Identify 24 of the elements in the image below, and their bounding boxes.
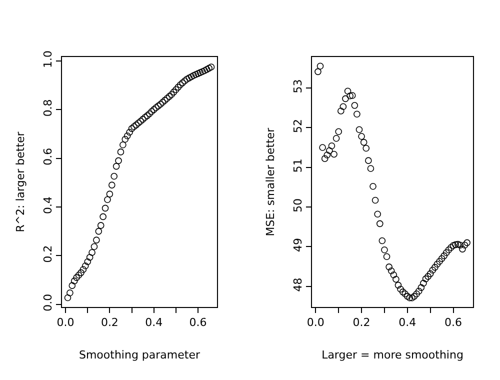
x-axis-title: Larger = more smoothing [322,348,464,362]
y-tick-label: 52 [292,118,305,133]
x-tick-label: 0.2 [100,316,118,330]
x-tick-label: 0.4 [398,316,416,330]
x-tick-label: 0.6 [444,316,462,330]
x-tick-label: 0.4 [145,316,163,330]
x-tick-label: 0.0 [306,316,324,330]
x-tick-label: 0.6 [189,316,207,330]
y-tick-label: 0.8 [42,99,55,117]
y-axis-title: MSE: smaller better [264,127,278,236]
x-tick-label: 0.2 [352,316,370,330]
y-tick-label: 48 [292,278,305,292]
y-tick-label: 53 [292,79,305,94]
y-tick-label: 0.0 [42,294,55,312]
y-tick-label: 1.0 [42,50,55,68]
y-tick-label: 50 [292,198,305,212]
y-tick-label: 49 [292,238,305,252]
y-tick-label: 0.6 [42,148,55,166]
y-axis-title: R^2: larger better [14,131,28,232]
y-tick-label: 51 [292,158,305,173]
x-tick-label: 0.0 [56,316,74,330]
y-tick-label: 0.4 [42,196,55,214]
x-axis-title: Smoothing parameter [78,348,200,362]
y-tick-label: 0.2 [42,245,55,263]
